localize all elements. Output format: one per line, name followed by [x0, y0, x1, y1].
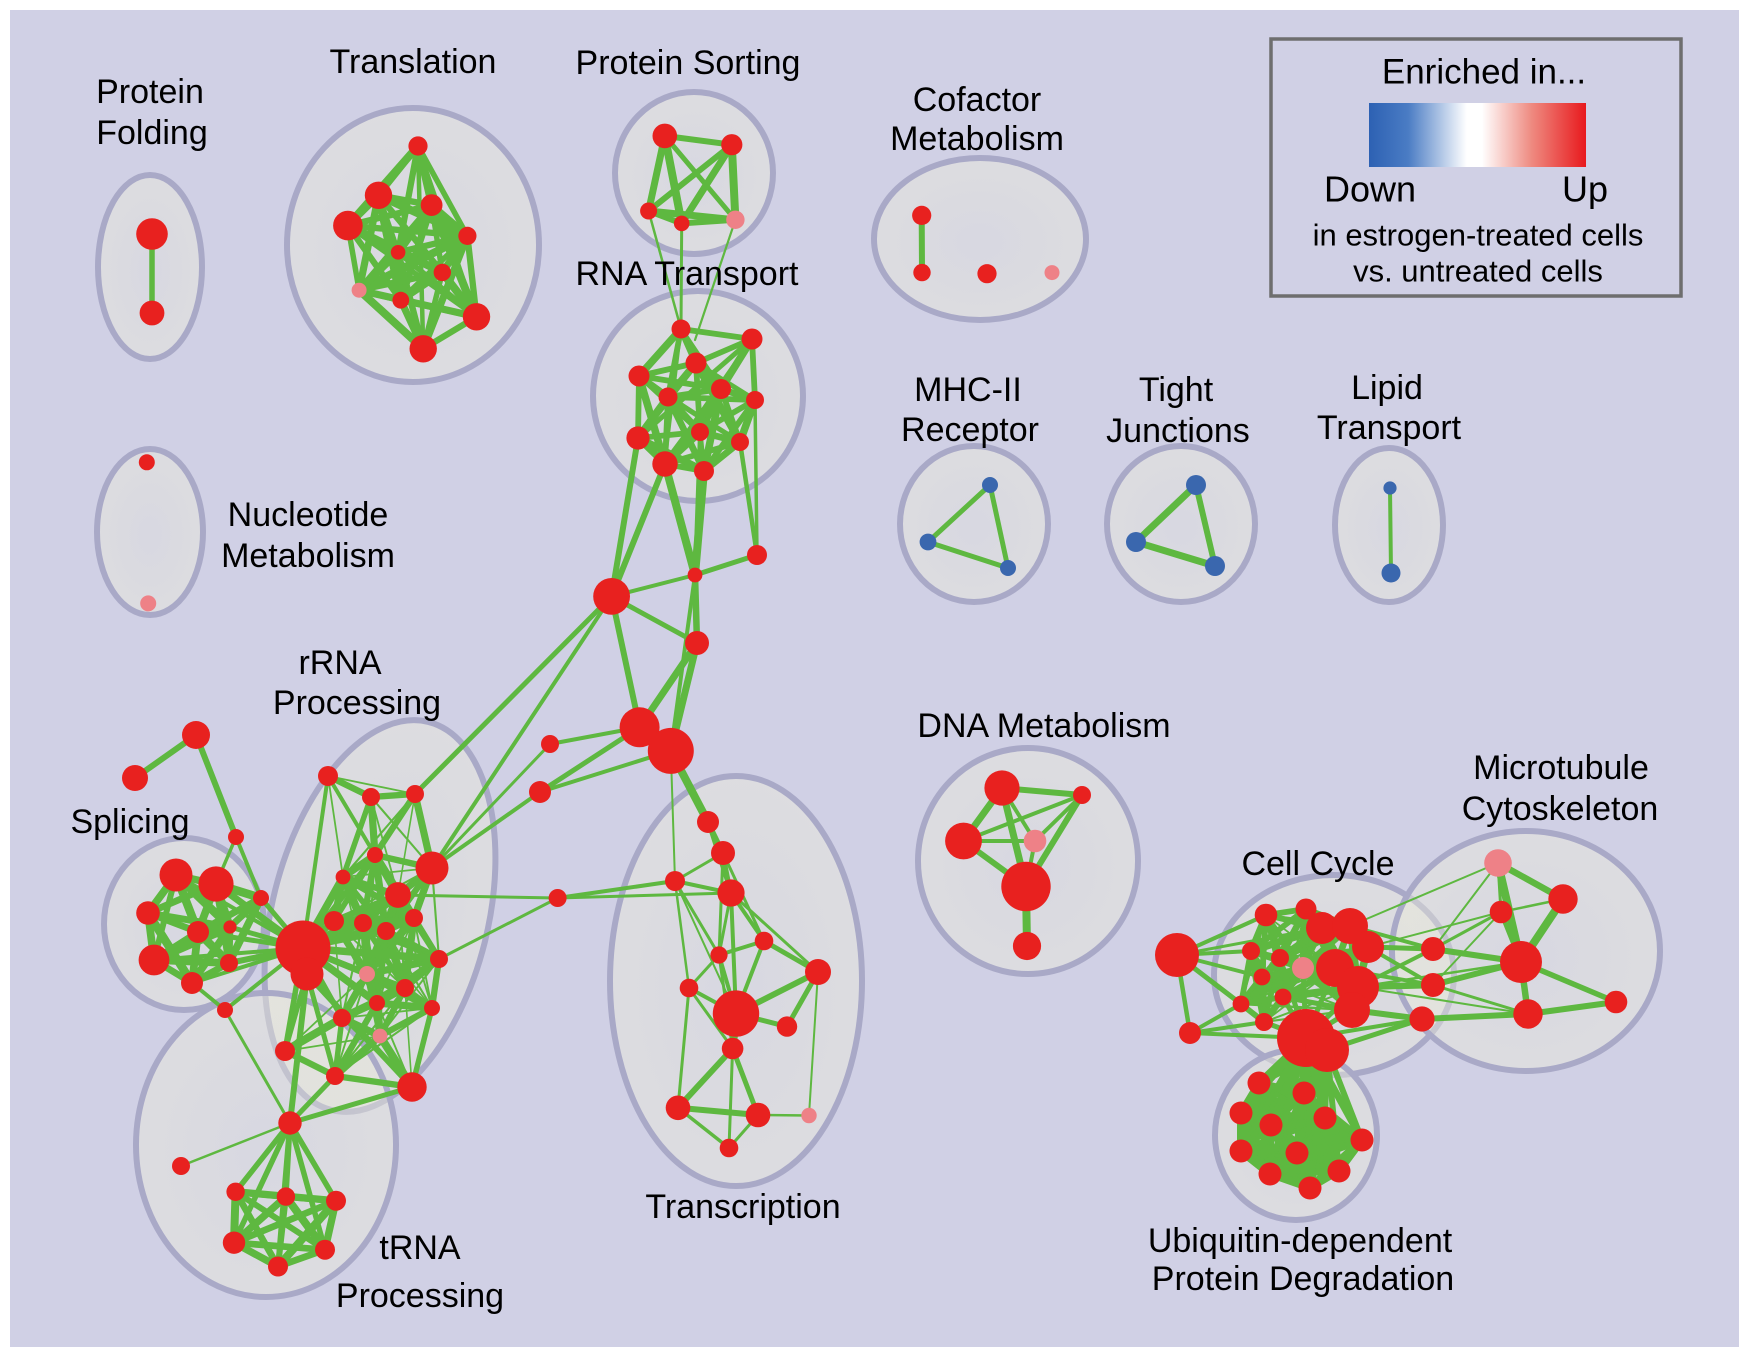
svg-text:Junctions: Junctions [1106, 412, 1250, 450]
svg-text:Receptor: Receptor [901, 411, 1039, 449]
svg-text:Splicing: Splicing [70, 803, 189, 841]
svg-text:Microtubule: Microtubule [1473, 749, 1649, 787]
svg-text:Nucleotide: Nucleotide [228, 496, 389, 534]
svg-text:rRNA: rRNA [298, 644, 381, 682]
svg-text:DNA Metabolism: DNA Metabolism [917, 707, 1170, 745]
svg-text:in estrogen-treated cells: in estrogen-treated cells [1313, 218, 1644, 253]
svg-text:Down: Down [1324, 169, 1416, 210]
svg-text:Translation: Translation [330, 43, 497, 81]
svg-text:tRNA: tRNA [379, 1229, 461, 1267]
svg-text:Metabolism: Metabolism [221, 537, 395, 575]
svg-text:Protein: Protein [96, 73, 204, 111]
svg-text:Enriched in...: Enriched in... [1382, 53, 1586, 92]
svg-text:Lipid: Lipid [1351, 369, 1423, 407]
svg-text:Up: Up [1562, 169, 1608, 210]
svg-text:vs. untreated cells: vs. untreated cells [1353, 254, 1603, 289]
svg-text:Protein Degradation: Protein Degradation [1152, 1260, 1454, 1298]
svg-text:Folding: Folding [96, 114, 208, 152]
svg-text:MHC-II: MHC-II [914, 371, 1022, 409]
svg-text:Protein Sorting: Protein Sorting [576, 44, 801, 82]
svg-text:Transport: Transport [1317, 409, 1462, 447]
svg-text:Transcription: Transcription [645, 1188, 840, 1226]
svg-text:Processing: Processing [273, 684, 441, 722]
svg-text:RNA Transport: RNA Transport [576, 255, 800, 293]
svg-text:Tight: Tight [1139, 371, 1214, 409]
svg-text:Processing: Processing [336, 1277, 504, 1315]
svg-text:Metabolism: Metabolism [890, 120, 1064, 158]
svg-text:Ubiquitin-dependent: Ubiquitin-dependent [1148, 1222, 1453, 1260]
svg-text:Cell Cycle: Cell Cycle [1241, 845, 1394, 883]
svg-text:Cofactor: Cofactor [913, 81, 1042, 119]
svg-text:Cytoskeleton: Cytoskeleton [1462, 790, 1659, 828]
